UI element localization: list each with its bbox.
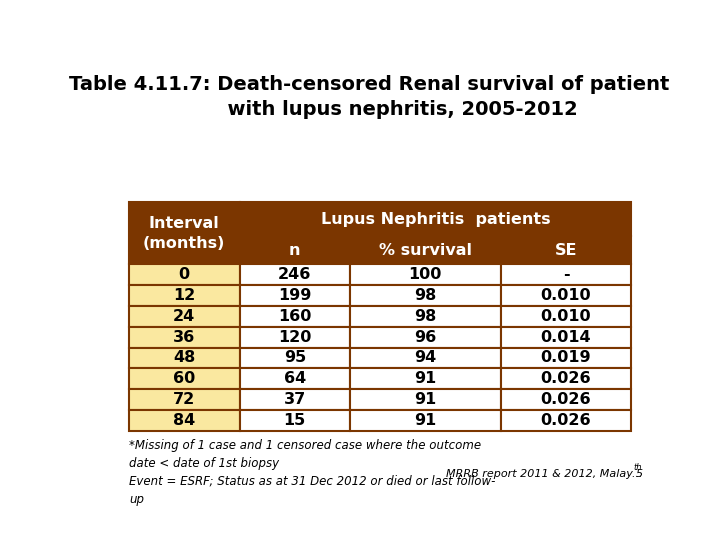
Bar [129, 389, 240, 410]
Text: n: n [289, 243, 300, 258]
Text: 160: 160 [278, 309, 312, 324]
Bar [500, 236, 631, 265]
Bar [129, 285, 240, 306]
Bar [350, 348, 500, 368]
Text: Interval
(months): Interval (months) [143, 216, 225, 251]
Bar [500, 285, 631, 306]
Text: 100: 100 [409, 267, 442, 282]
Text: 64: 64 [284, 371, 306, 386]
Text: 36: 36 [174, 329, 195, 345]
Text: 91: 91 [414, 413, 436, 428]
Bar [240, 236, 350, 265]
Bar [500, 348, 631, 368]
Text: 72: 72 [174, 392, 195, 407]
Text: 0: 0 [179, 267, 190, 282]
Text: 5: 5 [635, 469, 642, 478]
Text: 94: 94 [414, 350, 436, 366]
Text: 0.010: 0.010 [541, 309, 591, 324]
Text: Table 4.11.7: Death-censored Renal survival of patient
          with lupus neph: Table 4.11.7: Death-censored Renal survi… [69, 75, 669, 119]
Text: 199: 199 [278, 288, 312, 303]
Text: 60: 60 [174, 371, 195, 386]
Text: 98: 98 [414, 288, 436, 303]
Bar [129, 368, 240, 389]
Text: 24: 24 [174, 309, 195, 324]
Text: 95: 95 [284, 350, 306, 366]
Bar [350, 265, 500, 285]
Bar [350, 327, 500, 348]
Bar [350, 410, 500, 431]
Bar [129, 410, 240, 431]
Text: 0.026: 0.026 [541, 371, 591, 386]
Bar [240, 285, 350, 306]
Text: 91: 91 [414, 371, 436, 386]
Bar [500, 368, 631, 389]
Bar [350, 306, 500, 327]
Bar [129, 306, 240, 327]
Text: th: th [634, 463, 642, 472]
Text: 96: 96 [414, 329, 436, 345]
Text: 0.019: 0.019 [541, 350, 591, 366]
Text: 48: 48 [174, 350, 195, 366]
Text: 0.010: 0.010 [541, 288, 591, 303]
Bar [240, 265, 350, 285]
Bar [500, 306, 631, 327]
Bar [240, 368, 350, 389]
Bar [129, 202, 240, 265]
Bar [500, 389, 631, 410]
Text: 246: 246 [278, 267, 312, 282]
Text: -: - [562, 267, 570, 282]
Text: 0.026: 0.026 [541, 392, 591, 407]
Text: 12: 12 [174, 288, 195, 303]
Bar [240, 389, 350, 410]
Text: *Missing of 1 case and 1 censored case where the outcome
date < date of 1st biop: *Missing of 1 case and 1 censored case w… [129, 439, 495, 506]
Text: 37: 37 [284, 392, 306, 407]
Bar [350, 389, 500, 410]
Bar [240, 327, 350, 348]
Bar [240, 348, 350, 368]
Text: 84: 84 [174, 413, 195, 428]
Bar [240, 202, 631, 236]
Bar [500, 265, 631, 285]
Bar [350, 285, 500, 306]
Bar [350, 368, 500, 389]
Bar [500, 327, 631, 348]
Text: 98: 98 [414, 309, 436, 324]
Bar [240, 410, 350, 431]
Bar [350, 236, 500, 265]
Text: Lupus Nephritis  patients: Lupus Nephritis patients [320, 212, 550, 227]
Bar [129, 327, 240, 348]
Bar [129, 348, 240, 368]
Text: 120: 120 [278, 329, 312, 345]
Text: 0.026: 0.026 [541, 413, 591, 428]
Text: % survival: % survival [379, 243, 472, 258]
Text: MRRB report 2011 & 2012, Malay...: MRRB report 2011 & 2012, Malay... [439, 469, 642, 478]
Bar [500, 410, 631, 431]
Text: 0.014: 0.014 [541, 329, 591, 345]
Text: 15: 15 [284, 413, 306, 428]
Text: SE: SE [554, 243, 577, 258]
Bar [129, 265, 240, 285]
Text: 91: 91 [414, 392, 436, 407]
Bar [240, 306, 350, 327]
